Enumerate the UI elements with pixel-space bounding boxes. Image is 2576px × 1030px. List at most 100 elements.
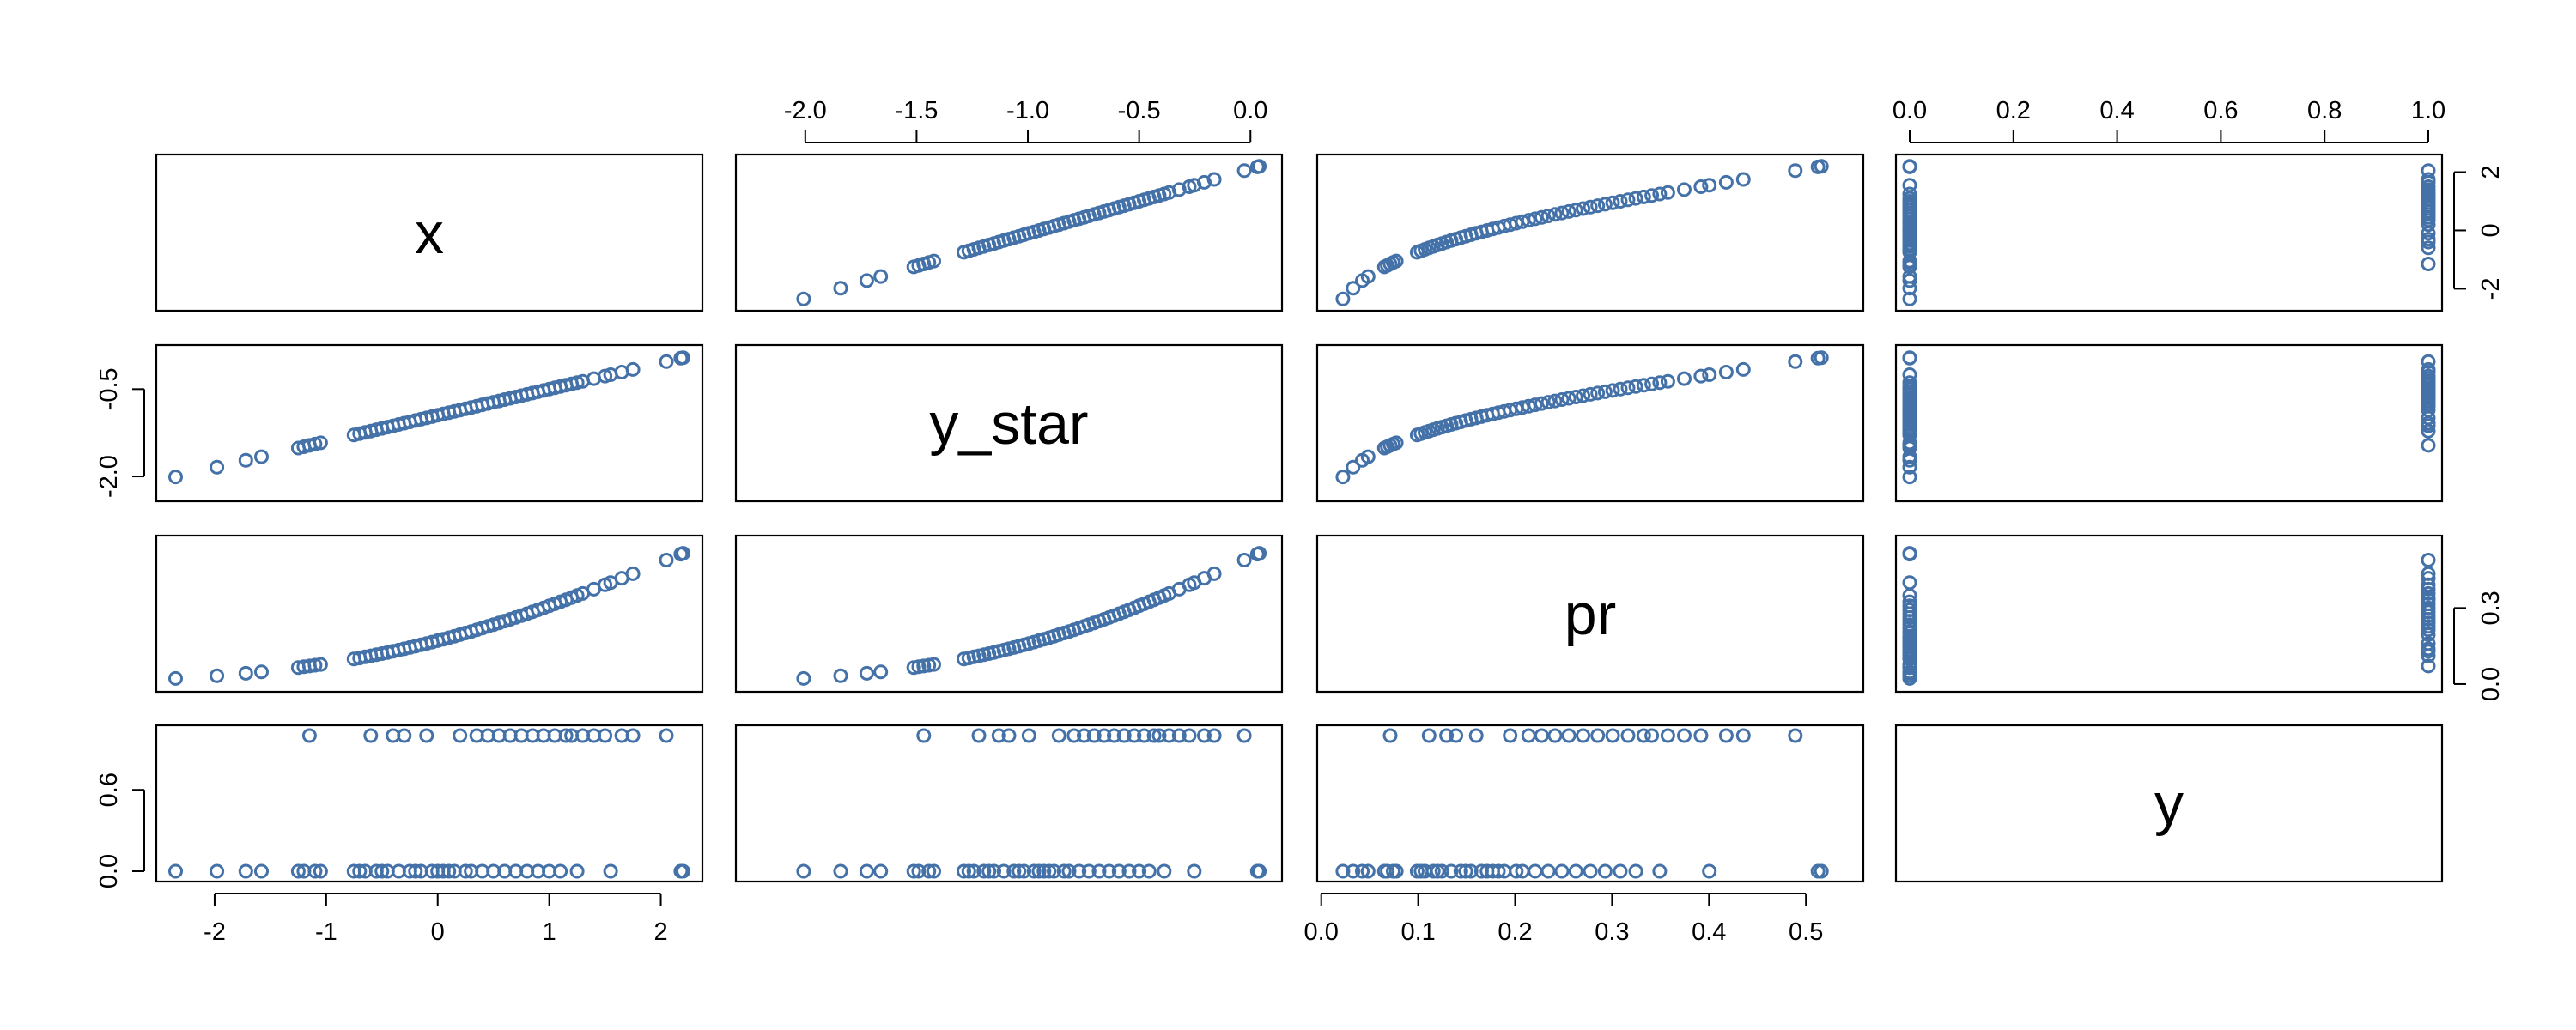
panel-y_star-vs-pr — [1315, 343, 1865, 503]
data-point — [397, 728, 412, 743]
data-point — [1066, 728, 1082, 743]
data-point — [2421, 172, 2436, 187]
data-point — [1590, 198, 1606, 214]
data-point — [210, 668, 225, 683]
panel-frame — [1315, 724, 1865, 883]
data-point — [1660, 373, 1675, 389]
data-point — [2421, 641, 2436, 657]
tick-label: 0.4 — [1692, 918, 1726, 946]
panel-pr-vs-x — [155, 534, 704, 694]
data-point — [1388, 435, 1404, 451]
data-point — [2421, 354, 2436, 369]
data-point — [1026, 863, 1042, 879]
data-point — [553, 863, 568, 879]
data-point — [2421, 179, 2436, 194]
data-point — [1335, 291, 1351, 306]
data-point — [254, 664, 269, 680]
data-point — [1902, 594, 1917, 609]
data-point — [1335, 863, 1351, 879]
data-point — [168, 470, 183, 485]
data-point — [1636, 728, 1651, 743]
data-point — [1613, 863, 1628, 879]
data-point — [1534, 209, 1549, 225]
data-point — [1902, 459, 1917, 475]
data-point — [2421, 553, 2436, 567]
data-point — [1583, 863, 1598, 879]
tick-label: -0.5 — [1118, 97, 1161, 124]
data-point — [1453, 863, 1468, 879]
data-point — [859, 863, 874, 879]
data-point — [1644, 728, 1660, 743]
data-point — [971, 728, 987, 743]
data-point — [1902, 375, 1917, 391]
data-point — [1463, 863, 1479, 879]
data-point — [1430, 863, 1445, 879]
data-point — [363, 728, 379, 743]
data-point — [981, 863, 997, 879]
data-point — [1814, 863, 1829, 879]
variable-label-y_star: y_star — [929, 391, 1088, 457]
data-point — [1735, 172, 1751, 187]
data-point — [1561, 391, 1577, 406]
data-point — [796, 291, 811, 306]
tick-label: 0.0 — [2477, 667, 2505, 701]
data-point — [1693, 179, 1709, 194]
data-point — [1902, 159, 1917, 174]
panel-y-vs-pr — [1315, 724, 1865, 883]
data-point — [1111, 863, 1127, 879]
data-point — [1902, 575, 1917, 591]
data-point — [1583, 386, 1598, 402]
data-point — [1017, 863, 1031, 879]
data-point — [1902, 367, 1917, 382]
data-point — [2421, 636, 2436, 651]
data-point — [1718, 365, 1734, 379]
data-point — [676, 863, 690, 879]
panel-x-vs-y — [1894, 153, 2444, 312]
panel-x-vs-x: x — [155, 153, 704, 312]
data-point — [859, 665, 874, 681]
panel-frame — [1894, 153, 2444, 312]
data-point — [957, 863, 971, 879]
data-point — [1534, 728, 1549, 743]
data-point — [1443, 863, 1459, 879]
data-point — [1141, 863, 1157, 879]
data-point — [1568, 203, 1583, 218]
data-point — [1644, 376, 1660, 391]
data-point — [1206, 728, 1222, 743]
data-point — [1540, 863, 1556, 879]
data-point — [2421, 232, 2436, 247]
data-point — [1086, 728, 1102, 743]
data-point — [290, 863, 306, 879]
data-point — [1077, 728, 1091, 743]
data-point — [1146, 728, 1162, 743]
data-point — [2421, 438, 2436, 453]
data-point — [659, 553, 674, 567]
data-point — [1458, 863, 1473, 879]
data-point — [313, 657, 328, 672]
data-point — [1576, 201, 1591, 216]
data-point — [1613, 194, 1628, 209]
panel-frame — [155, 343, 704, 503]
data-point — [1528, 211, 1543, 227]
data-point — [1236, 728, 1252, 743]
data-point — [1491, 863, 1506, 879]
panel-frame — [155, 153, 704, 312]
data-point — [1677, 728, 1692, 743]
panel-x-vs-y_star — [734, 153, 1284, 312]
data-point — [1568, 863, 1583, 879]
panel-pr-vs-y_star — [734, 534, 1284, 694]
tick-label: 0.6 — [95, 772, 123, 807]
data-point — [374, 863, 390, 879]
data-point — [569, 863, 585, 879]
tick-label: 0 — [2477, 223, 2505, 237]
data-point — [676, 350, 690, 366]
data-point — [1660, 728, 1675, 743]
data-point — [313, 435, 328, 451]
data-point — [307, 436, 323, 451]
data-point — [1001, 728, 1017, 743]
data-point — [1252, 546, 1267, 561]
data-point — [1561, 728, 1577, 743]
data-point — [1652, 375, 1668, 391]
